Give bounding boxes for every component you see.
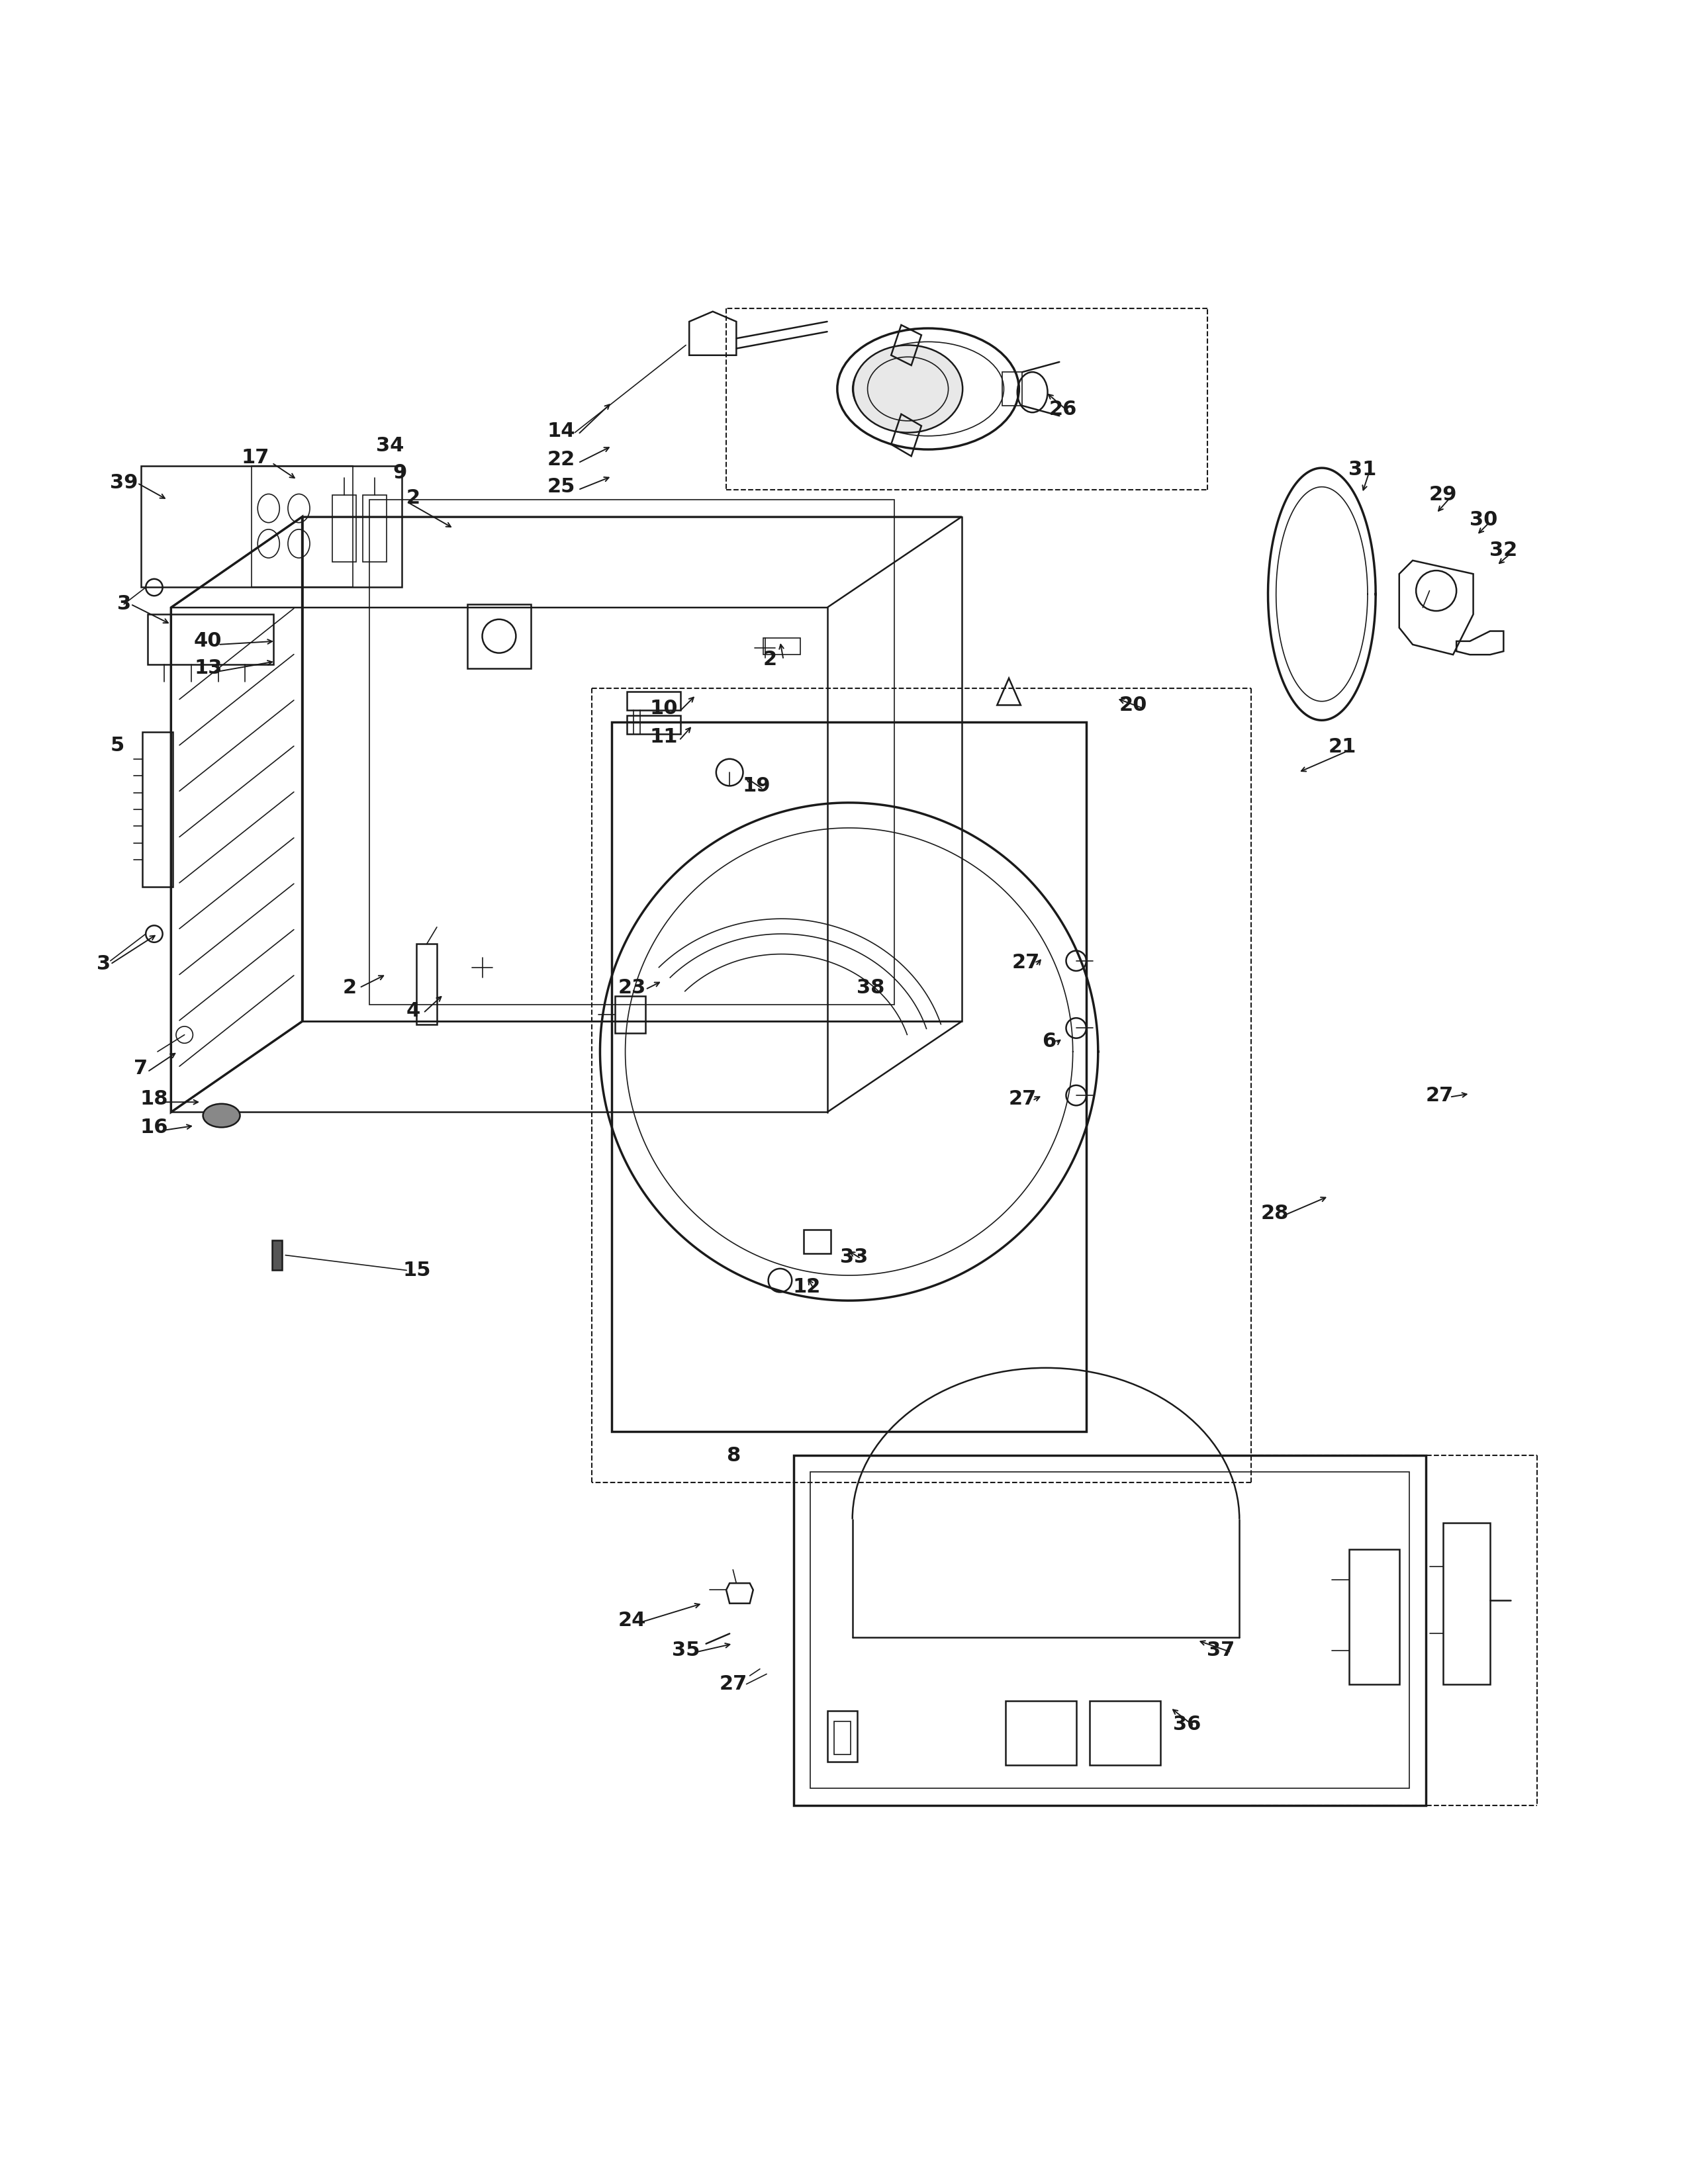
- Text: 18: 18: [140, 1090, 169, 1107]
- Bar: [834, 1721, 851, 1754]
- Text: 36: 36: [1173, 1714, 1202, 1734]
- Text: 29: 29: [1430, 485, 1457, 505]
- Text: 37: 37: [1207, 1640, 1236, 1660]
- Bar: [763, 638, 800, 655]
- Text: 32: 32: [1489, 542, 1518, 559]
- Text: 19: 19: [743, 775, 771, 795]
- Text: 38: 38: [858, 978, 885, 998]
- Text: 39: 39: [110, 474, 138, 494]
- Text: 24: 24: [618, 1610, 647, 1629]
- Polygon shape: [272, 1241, 282, 1271]
- Bar: [333, 496, 356, 561]
- Text: 6: 6: [1041, 1033, 1057, 1051]
- Text: 16: 16: [140, 1118, 169, 1138]
- Text: 11: 11: [650, 727, 679, 747]
- Text: 27: 27: [1426, 1085, 1453, 1105]
- Ellipse shape: [203, 1103, 240, 1127]
- Bar: [417, 943, 437, 1024]
- Text: 2: 2: [343, 978, 356, 998]
- Bar: [1090, 1701, 1160, 1765]
- Text: 25: 25: [547, 476, 576, 496]
- Text: 3: 3: [116, 594, 132, 614]
- Bar: [363, 496, 387, 561]
- Text: 35: 35: [672, 1640, 701, 1660]
- Text: 5: 5: [110, 736, 125, 756]
- Bar: [614, 996, 645, 1033]
- Text: 31: 31: [1349, 461, 1376, 478]
- Ellipse shape: [852, 345, 962, 432]
- Text: 8: 8: [726, 1446, 739, 1465]
- Bar: [626, 714, 680, 734]
- Text: 33: 33: [841, 1247, 868, 1267]
- Text: 26: 26: [1048, 400, 1077, 419]
- Bar: [803, 1230, 830, 1254]
- Text: 27: 27: [719, 1675, 748, 1695]
- Text: 27: 27: [1011, 952, 1040, 972]
- Text: 28: 28: [1261, 1203, 1288, 1223]
- Text: 7: 7: [133, 1059, 149, 1079]
- Text: 40: 40: [194, 631, 223, 651]
- Bar: [147, 614, 273, 664]
- Text: 15: 15: [402, 1260, 430, 1280]
- Text: 30: 30: [1469, 511, 1497, 531]
- Bar: [1443, 1522, 1491, 1684]
- Text: 10: 10: [650, 699, 679, 719]
- Text: 21: 21: [1328, 738, 1355, 758]
- Text: 27: 27: [1008, 1090, 1036, 1107]
- Bar: [252, 465, 353, 587]
- Bar: [1006, 1701, 1077, 1765]
- Text: 12: 12: [793, 1278, 820, 1297]
- Text: 22: 22: [547, 450, 576, 470]
- Text: 2: 2: [763, 651, 776, 668]
- Bar: [827, 1710, 858, 1762]
- Text: 20: 20: [1119, 695, 1148, 714]
- Bar: [140, 465, 402, 587]
- Text: 3: 3: [96, 954, 111, 974]
- Bar: [1349, 1548, 1399, 1684]
- Bar: [626, 692, 680, 710]
- Text: 9: 9: [393, 463, 407, 483]
- Bar: [468, 605, 532, 668]
- Text: 2: 2: [407, 489, 420, 509]
- Text: 23: 23: [618, 978, 647, 998]
- Bar: [1003, 371, 1023, 406]
- Text: 4: 4: [407, 1002, 420, 1020]
- Text: 17: 17: [241, 448, 268, 467]
- Text: 13: 13: [194, 660, 223, 677]
- Text: 34: 34: [376, 437, 403, 456]
- Bar: [142, 732, 172, 887]
- Text: 14: 14: [547, 422, 576, 441]
